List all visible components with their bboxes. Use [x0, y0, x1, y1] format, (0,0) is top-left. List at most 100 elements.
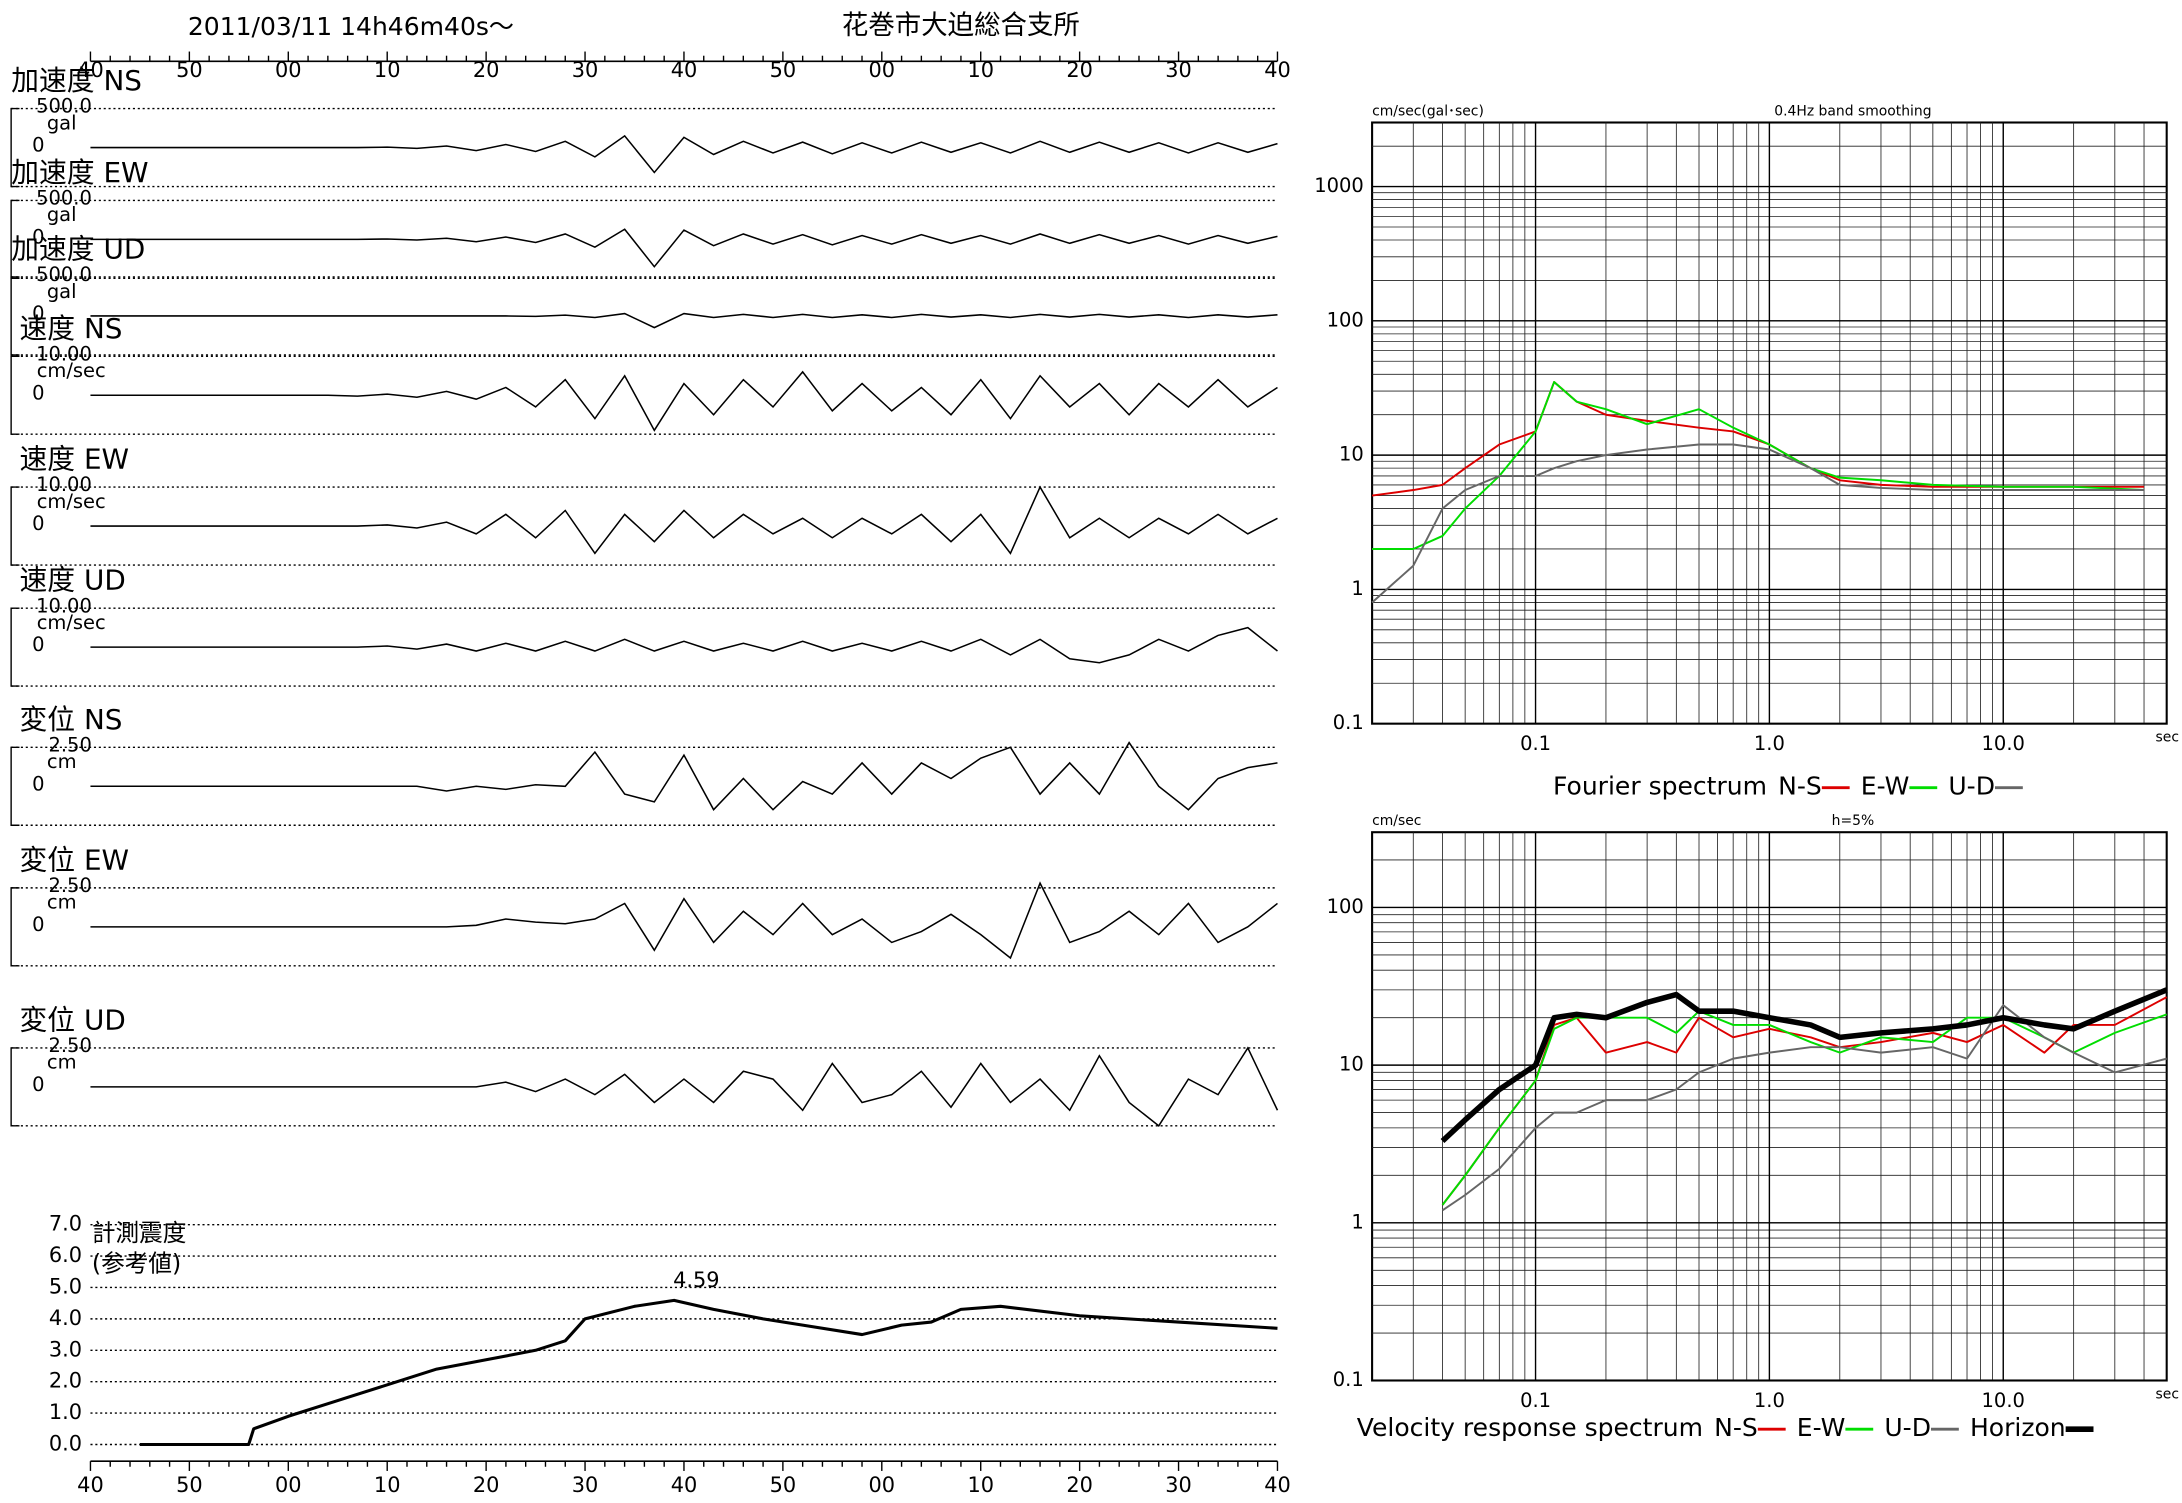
series-line: [1372, 381, 2145, 550]
x-tick-label: 40: [77, 1473, 104, 1497]
unit: gal: [47, 280, 77, 303]
trace-name: 変位 NS: [19, 703, 122, 736]
trace: [90, 228, 1278, 268]
x-tick-label: 20: [473, 58, 500, 82]
y-tick-label: 0: [32, 1073, 44, 1096]
y-tick-label: 1: [1351, 577, 1363, 600]
trace-name: 速度 UD: [19, 564, 125, 597]
x-tick-label: 20: [1066, 1473, 1093, 1497]
x-tick-label: 40: [671, 1473, 698, 1497]
x-tick-label: 0.1: [1520, 732, 1551, 755]
bracket: [10, 355, 20, 435]
y-tick-label: 0: [32, 226, 44, 249]
y-tick-label: 10: [1339, 443, 1364, 466]
trace: [90, 626, 1278, 664]
unit: cm: [47, 891, 77, 914]
trace-name: 加速度 EW: [11, 156, 148, 189]
x-axis-label: sec: [2156, 1386, 2179, 1402]
annotation: 4.59: [673, 1268, 719, 1292]
x-tick-label: 1.0: [1754, 732, 1785, 755]
series-line: [1441, 1010, 2168, 1206]
trace-name: 加速度 NS: [11, 64, 142, 97]
y-tick-label: 7.0: [49, 1212, 82, 1236]
trace-name: 変位 EW: [19, 843, 129, 876]
y-axis-label: 計測震度: [92, 1219, 187, 1247]
x-tick-label: 0.1: [1520, 1389, 1551, 1412]
x-tick-label: 10: [374, 58, 401, 82]
trace-name: 速度 NS: [19, 312, 122, 345]
y-tick-label: 3.0: [49, 1337, 82, 1361]
x-tick-label: 30: [572, 1473, 599, 1497]
legend-label: N-S: [1778, 772, 1822, 801]
x-tick-label: 1.0: [1754, 1389, 1785, 1412]
trace: [90, 881, 1278, 960]
x-axis-label: sec: [2156, 730, 2179, 746]
bracket: [10, 887, 20, 967]
bracket: [10, 199, 20, 280]
unit: cm/sec: [37, 490, 106, 513]
unit: gal: [47, 203, 77, 226]
legend-label: N-S: [1714, 1413, 1758, 1442]
x-tick-label: 40: [77, 58, 104, 82]
legend-label: U-D: [1884, 1413, 1931, 1442]
bracket: [10, 1047, 20, 1127]
bracket: [10, 107, 20, 188]
legend-label: E-W: [1861, 772, 1910, 801]
y-tick-label: 2.50: [48, 733, 91, 756]
y-axis-label: cm/sec(gal･sec): [1372, 103, 1484, 119]
trace: [90, 134, 1278, 174]
y-tick-label: 10.00: [36, 594, 92, 617]
x-tick-label: 00: [869, 58, 896, 82]
y-tick-label: 5.0: [49, 1274, 82, 1298]
legend-label: Horizon: [1970, 1413, 2066, 1442]
y-tick-label: 10.00: [36, 473, 92, 496]
series-line: [1371, 443, 2145, 604]
y-tick-label: 0: [32, 913, 44, 936]
y-tick-label: 0: [32, 512, 44, 535]
trace-name: 速度 EW: [19, 443, 129, 476]
unit: cm: [47, 750, 77, 773]
x-tick-label: 30: [1165, 58, 1192, 82]
unit: gal: [47, 111, 77, 134]
y-tick-label: 2.50: [48, 874, 91, 897]
y-tick-label: 100: [1327, 308, 1364, 331]
x-tick-label: 50: [176, 58, 203, 82]
unit: cm/sec: [37, 611, 106, 634]
legend-title: Velocity response spectrum: [1357, 1413, 1703, 1442]
y-tick-label: 1.0: [49, 1400, 82, 1424]
y-tick-label: 0.1: [1333, 1368, 1364, 1391]
x-tick-label: 30: [1165, 1473, 1192, 1497]
y-tick-label: 1000: [1314, 174, 1364, 197]
bracket: [10, 486, 20, 566]
x-tick-label: 20: [1066, 58, 1093, 82]
y-tick-label: 0: [32, 302, 44, 325]
legend-label: E-W: [1797, 1413, 1846, 1442]
trace: [90, 312, 1278, 329]
series-line: [1440, 987, 2168, 1144]
y-tick-label: 2.50: [48, 1034, 91, 1057]
y-tick-label: 6.0: [49, 1243, 82, 1267]
x-tick-label: 10: [374, 1473, 401, 1497]
y-tick-label: 0.0: [49, 1432, 82, 1456]
y-tick-label: 1: [1351, 1210, 1363, 1233]
x-tick-label: 00: [275, 1473, 302, 1497]
x-tick-label: 00: [869, 1473, 896, 1497]
x-tick-label: 40: [1264, 1473, 1291, 1497]
x-tick-label: 40: [1264, 58, 1291, 82]
bracket: [10, 746, 20, 826]
x-tick-label: 10: [967, 58, 994, 82]
series-line: [1371, 381, 2145, 497]
y-tick-label: 500.0: [36, 95, 92, 118]
subtitle: 0.4Hz band smoothing: [1774, 103, 1931, 119]
x-tick-label: 30: [572, 58, 599, 82]
trace: [90, 741, 1278, 811]
x-tick-label: 50: [770, 1473, 797, 1497]
x-tick-label: 50: [176, 1473, 203, 1497]
legend-label: U-D: [1948, 772, 1995, 801]
y-axis-label: cm/sec: [1372, 813, 1421, 829]
x-tick-label: 50: [770, 58, 797, 82]
y-tick-label: 4.0: [49, 1306, 82, 1330]
y-tick-label: 100: [1327, 895, 1364, 918]
station: 花巻市大迫総合支所: [842, 10, 1080, 41]
